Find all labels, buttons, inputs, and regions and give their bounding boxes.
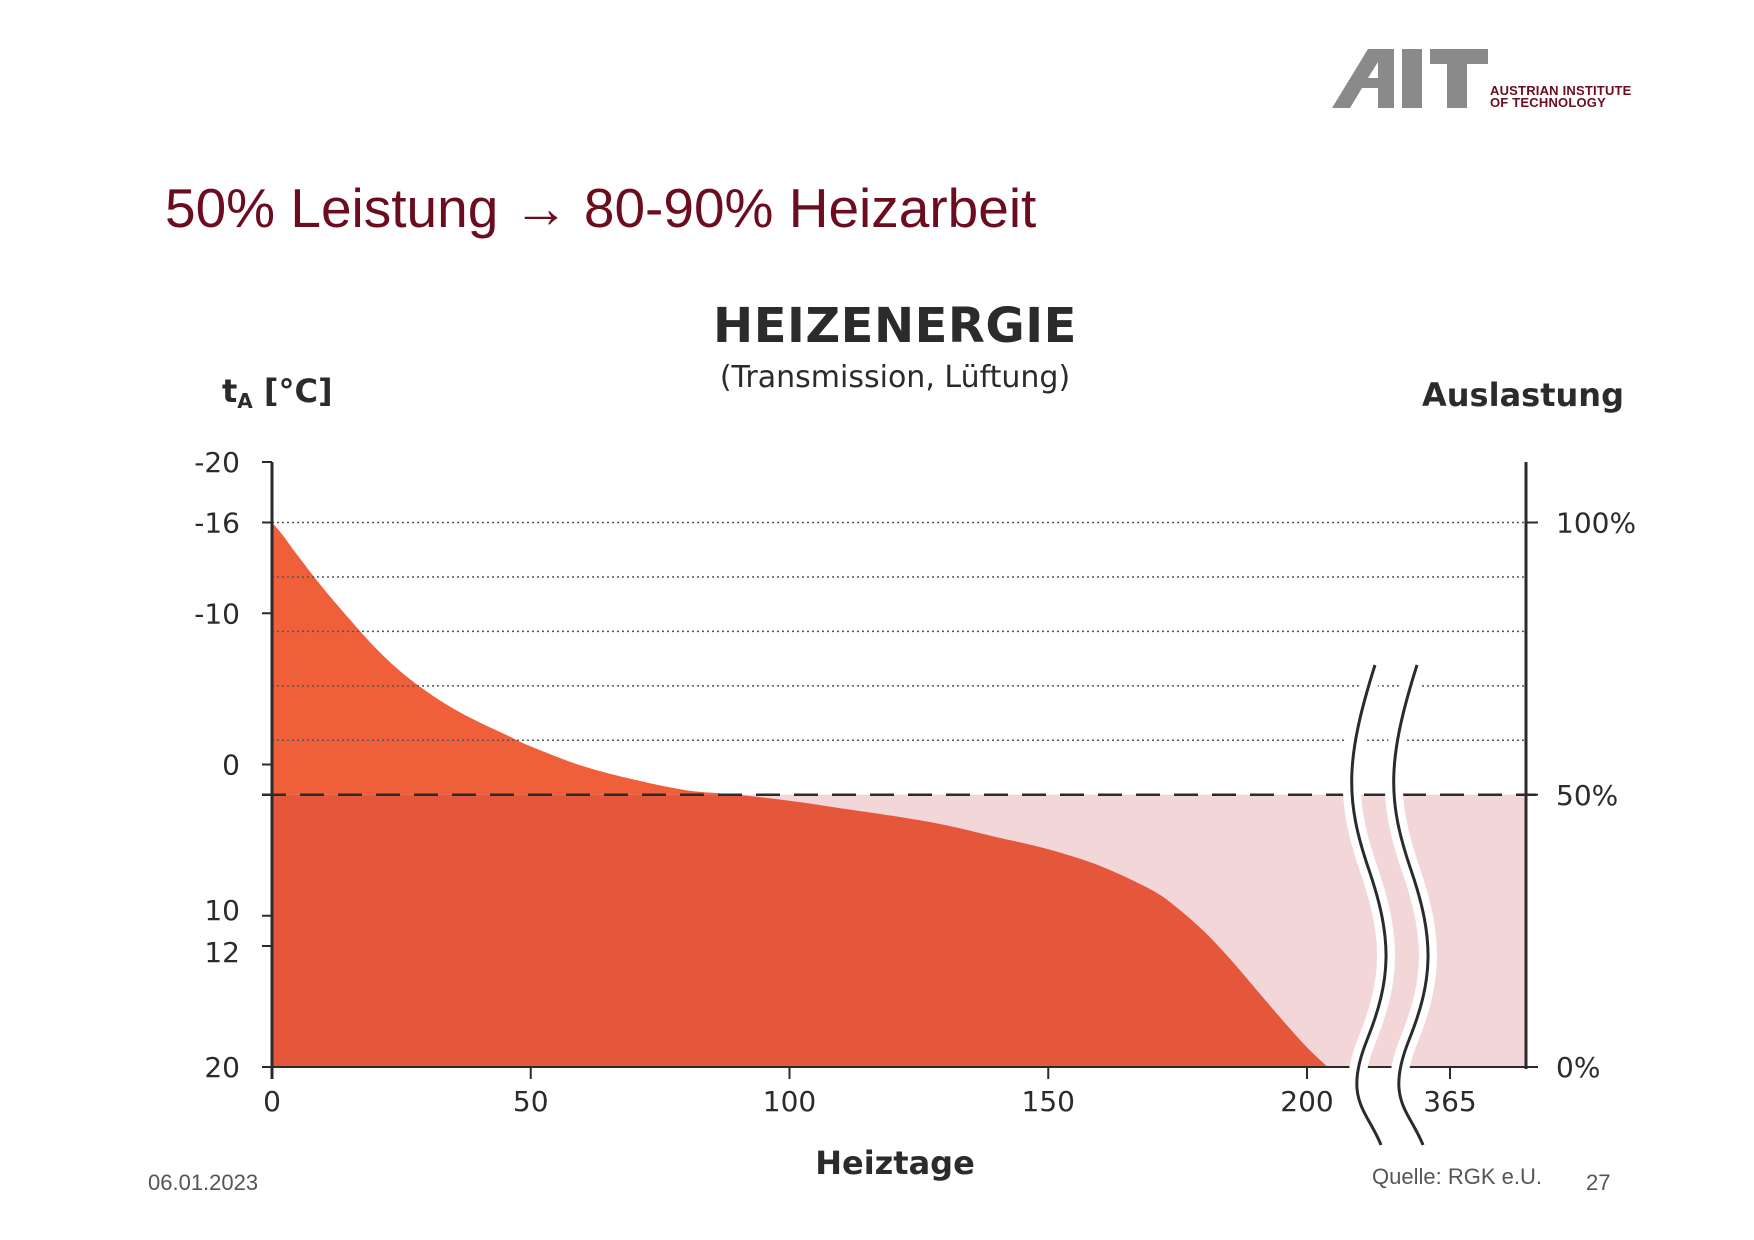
y-left-tick-label: -10 <box>194 597 240 630</box>
y-axis-left-label-unit: [°C] <box>252 372 333 410</box>
peak-load-area <box>272 522 738 795</box>
slide-title: 50% Leistung → 80-90% Heizarbeit <box>165 177 1037 239</box>
axis-break-mark <box>1392 664 1430 1146</box>
footer-date: 06.01.2023 <box>148 1170 259 1195</box>
y-left-tick-label: -20 <box>194 446 240 479</box>
y-left-tick-label: 12 <box>204 936 240 969</box>
y-axis-left-label-main: t <box>222 372 238 410</box>
x-axis-label: Heiztage <box>815 1144 975 1182</box>
x-tick-label: 150 <box>1022 1085 1075 1118</box>
y-right-tick-label: 100% <box>1556 507 1636 540</box>
logo-letter-a <box>1332 49 1394 108</box>
base-load-area <box>272 794 1328 1067</box>
page-number: 27 <box>1586 1170 1611 1195</box>
logo-subtitle: AUSTRIAN INSTITUTE OF TECHNOLOGY <box>1490 83 1632 110</box>
x-tick-label: 0 <box>263 1085 281 1118</box>
ait-logo <box>1332 46 1632 116</box>
y-left-tick-label: 20 <box>204 1051 240 1084</box>
footer-source: Quelle: RGK e.U. <box>1372 1164 1542 1189</box>
chart-title: HEIZENERGIE <box>713 298 1077 354</box>
logo-letter-i <box>1402 49 1422 108</box>
x-tick-label: 200 <box>1280 1085 1333 1118</box>
chart-subtitle: (Transmission, Lüftung) <box>719 360 1071 395</box>
y-axis-left-label: tA [°C] <box>222 372 333 413</box>
ait-logo-mark <box>1332 49 1488 108</box>
y-axis-left-label-sub: A <box>237 389 253 413</box>
axis-break-mark <box>1350 664 1388 1146</box>
y-left-tick-label: 0 <box>222 749 240 782</box>
y-axis-right-label: Auslastung <box>1422 376 1624 414</box>
logo-letter-t <box>1430 49 1488 108</box>
x-tick-label-break: 365 <box>1423 1085 1476 1118</box>
x-tick-label: 50 <box>513 1085 549 1118</box>
y-left-tick-label: 10 <box>204 894 240 927</box>
x-tick-label: 100 <box>763 1085 816 1118</box>
y-left-tick-label: -16 <box>194 507 240 540</box>
y-right-tick-label: 50% <box>1556 779 1618 812</box>
y-right-tick-label: 0% <box>1556 1051 1600 1084</box>
